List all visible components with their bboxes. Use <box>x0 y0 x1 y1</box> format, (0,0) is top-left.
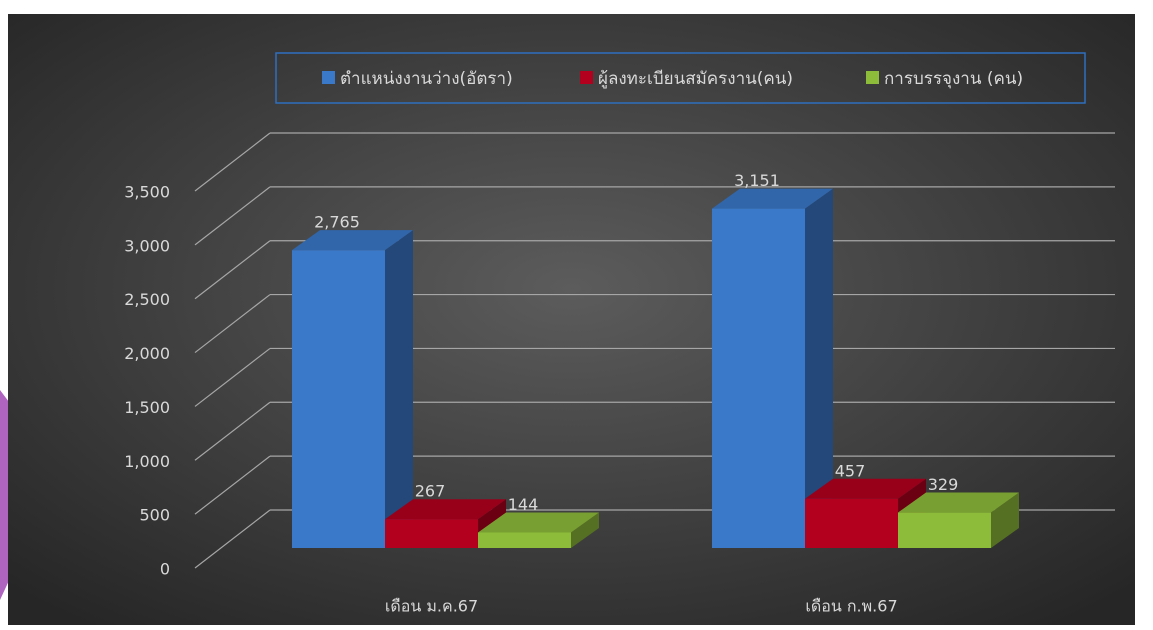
legend-swatch <box>322 71 335 84</box>
bar-side <box>805 188 833 548</box>
y-tick-label: 1,500 <box>124 398 170 417</box>
grid-line <box>194 347 271 407</box>
y-tick-label: 500 <box>139 506 170 525</box>
data-label: 267 <box>415 482 446 501</box>
x-tick-label: เดือน ม.ค.67 <box>385 597 478 616</box>
grid-line <box>194 132 271 192</box>
grid-line <box>194 186 271 246</box>
bar <box>385 519 478 548</box>
legend-box <box>275 52 1086 104</box>
grid-line <box>194 240 271 300</box>
y-tick-label: 2,500 <box>124 290 170 309</box>
data-label: 457 <box>835 461 866 480</box>
bar <box>805 498 898 548</box>
grid-line <box>194 455 271 515</box>
bar-top <box>385 499 506 520</box>
legend-swatch <box>866 71 879 84</box>
bar-side <box>991 492 1019 548</box>
data-label: 3,151 <box>734 171 780 190</box>
bar-top <box>712 188 833 209</box>
grid-line <box>194 509 271 569</box>
bar-top <box>805 478 926 499</box>
legend-label: ผู้ลงทะเบียนสมัครงาน(คน) <box>598 69 793 89</box>
grid-line <box>194 294 271 354</box>
bar-side <box>385 230 413 549</box>
y-tick-label: 3,500 <box>124 183 170 202</box>
y-tick-label: 0 <box>160 560 170 579</box>
data-label: 2,765 <box>314 213 360 232</box>
legend-label: ตำแหน่งงานว่าง(อัตรา) <box>340 69 513 89</box>
bar <box>898 512 991 548</box>
data-label: 329 <box>928 475 959 494</box>
bar-top <box>898 492 1019 513</box>
bar-top <box>292 230 413 251</box>
bar <box>292 250 385 549</box>
bar <box>712 208 805 548</box>
y-tick-label: 1,000 <box>124 452 170 471</box>
y-tick-label: 3,000 <box>124 236 170 255</box>
bar-top <box>478 512 599 533</box>
bar-side <box>571 512 599 548</box>
legend-label: การบรรจุงาน (คน) <box>884 69 1023 89</box>
y-tick-label: 2,000 <box>124 344 170 363</box>
x-tick-label: เดือน ก.พ.67 <box>805 597 897 616</box>
grid-line <box>194 401 271 461</box>
legend-swatch <box>580 71 593 84</box>
data-label: 144 <box>508 495 539 514</box>
bar <box>478 532 571 548</box>
